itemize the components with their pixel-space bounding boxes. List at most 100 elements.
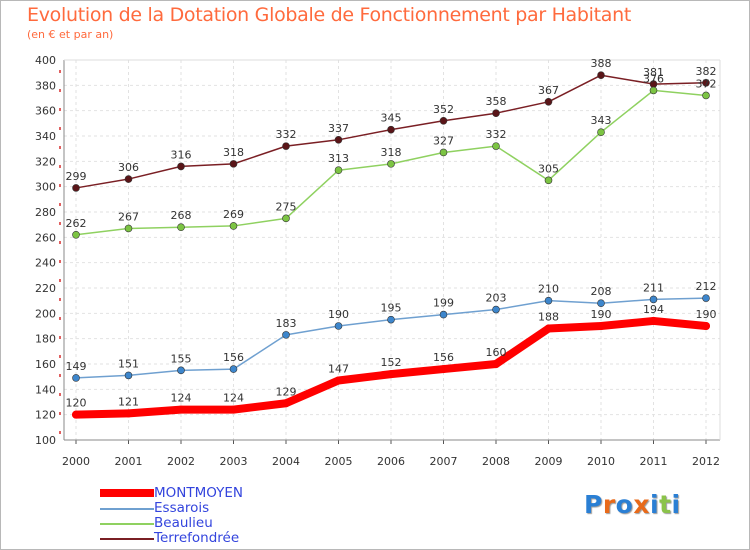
- point-terrefondre-2005: [334, 136, 343, 144]
- point-montmoyen-2003: [229, 405, 238, 414]
- proxiti-logo: Proxiti: [584, 490, 681, 519]
- data-label-beaulieu-2007: 327: [433, 134, 454, 147]
- point-essarois-2008: [492, 305, 500, 314]
- chart-title: Evolution de la Dotation Globale de Fonc…: [27, 4, 632, 26]
- x-tick-label-2000: 2000: [62, 455, 90, 468]
- data-label-beaulieu-2000: 262: [66, 217, 87, 230]
- logo-letter: i: [650, 490, 660, 519]
- y-tick-label-160: 160: [35, 358, 56, 371]
- y-tick-label-120: 120: [35, 409, 56, 422]
- point-montmoyen-2009: [544, 324, 553, 333]
- data-label-terrefondre-2010: 388: [591, 57, 612, 70]
- data-label-montmoyen-2000: 120: [66, 397, 87, 410]
- logo-letter: o: [615, 490, 634, 519]
- x-tick-label-2009: 2009: [535, 455, 563, 468]
- point-essarois-2001: [124, 371, 133, 380]
- data-label-montmoyen-2012: 190: [696, 308, 717, 321]
- data-label-terrefondre-2001: 306: [118, 161, 139, 174]
- data-label-terrefondre-2005: 337: [328, 122, 349, 135]
- point-beaulieu-2006: [387, 160, 395, 168]
- point-beaulieu-2004: [282, 214, 290, 223]
- point-terrefondre-2006: [387, 125, 395, 134]
- data-label-beaulieu-2008: 332: [486, 128, 507, 141]
- point-montmoyen-2012: [702, 322, 710, 330]
- point-montmoyen-2007: [439, 365, 448, 374]
- point-essarois-2002: [177, 366, 185, 375]
- point-montmoyen-2006: [387, 370, 395, 379]
- y-tick-label-100: 100: [35, 434, 56, 447]
- data-label-montmoyen-2008: 160: [486, 346, 507, 359]
- x-tick-label-2001: 2001: [115, 455, 143, 468]
- point-essarois-2007: [439, 310, 448, 319]
- data-label-montmoyen-2005: 147: [328, 362, 349, 375]
- data-label-montmoyen-2010: 190: [591, 308, 612, 321]
- point-terrefondre-2009: [544, 98, 553, 106]
- data-label-terrefondre-2003: 318: [223, 146, 244, 159]
- point-beaulieu-2009: [544, 176, 553, 185]
- data-label-beaulieu-2003: 269: [223, 208, 244, 221]
- point-montmoyen-2004: [282, 399, 290, 408]
- logo-letter: t: [659, 490, 672, 519]
- data-label-montmoyen-2011: 194: [643, 303, 664, 316]
- logo-letter: i: [671, 490, 681, 519]
- data-label-beaulieu-2001: 267: [118, 210, 139, 223]
- data-label-montmoyen-2006: 152: [381, 356, 402, 369]
- data-label-essarois-2011: 211: [643, 281, 664, 294]
- data-label-montmoyen-2009: 188: [538, 311, 559, 324]
- data-label-terrefondre-2008: 358: [486, 95, 507, 108]
- y-tick-label-140: 140: [35, 383, 56, 396]
- legend-swatch-beaulieu: [100, 523, 154, 525]
- data-label-essarois-2012: 212: [696, 280, 717, 293]
- x-tick-label-2002: 2002: [167, 455, 195, 468]
- y-tick-label-340: 340: [35, 130, 56, 143]
- point-essarois-2012: [702, 294, 710, 302]
- data-label-essarois-2001: 151: [118, 357, 139, 370]
- legend-label-montmoyen: MONTMOYEN: [154, 485, 244, 501]
- point-terrefondre-2004: [282, 142, 290, 150]
- legend-swatch-terrefondree: [100, 538, 154, 540]
- data-label-beaulieu-2004: 275: [276, 200, 297, 213]
- data-label-terrefondre-2002: 316: [171, 148, 192, 161]
- point-beaulieu-2005: [334, 166, 343, 174]
- logo-letter: x: [633, 490, 650, 519]
- point-terrefondre-2010: [597, 71, 605, 79]
- data-label-terrefondre-2007: 352: [433, 103, 454, 116]
- x-tick-label-2004: 2004: [272, 455, 300, 468]
- point-montmoyen-2011: [649, 316, 658, 325]
- data-label-beaulieu-2011: 376: [643, 72, 664, 85]
- data-label-essarois-2003: 156: [223, 351, 244, 364]
- x-tick-label-2011: 2011: [640, 455, 668, 468]
- data-label-terrefondre-2011: 381: [643, 66, 664, 79]
- data-label-essarois-2009: 210: [538, 283, 559, 296]
- y-tick-label-180: 180: [35, 333, 56, 346]
- point-beaulieu-2002: [177, 223, 185, 231]
- y-tick-label-200: 200: [35, 307, 56, 320]
- legend-label-terrefondree: Terrefondrée: [154, 530, 240, 546]
- legend-label-essarois: Essarois: [154, 500, 210, 516]
- point-essarois-2010: [597, 299, 605, 308]
- data-label-essarois-2008: 203: [486, 292, 507, 305]
- x-tick-label-2008: 2008: [482, 455, 510, 468]
- y-tick-label-380: 380: [35, 79, 56, 92]
- data-label-essarois-2007: 199: [433, 297, 454, 310]
- data-label-terrefondre-2000: 299: [66, 170, 87, 183]
- legend-swatch-montmoyen: [100, 489, 154, 497]
- data-label-beaulieu-2012: 372: [696, 77, 717, 90]
- data-label-terrefondre-2009: 367: [538, 84, 559, 97]
- data-label-beaulieu-2005: 313: [328, 152, 349, 165]
- y-tick-label-320: 320: [35, 155, 56, 168]
- y-tick-label-400: 400: [35, 54, 56, 67]
- y-tick-label-280: 280: [35, 206, 56, 219]
- y-tick-label-260: 260: [35, 231, 56, 244]
- x-tick-label-2012: 2012: [692, 455, 720, 468]
- point-beaulieu-2001: [124, 224, 133, 233]
- x-tick-label-2005: 2005: [325, 455, 353, 468]
- data-label-essarois-2005: 190: [328, 308, 349, 321]
- point-beaulieu-2010: [597, 128, 605, 136]
- point-beaulieu-2007: [439, 148, 448, 157]
- data-label-beaulieu-2002: 268: [171, 209, 192, 222]
- point-terrefondre-2007: [439, 117, 448, 125]
- point-terrefondre-2008: [492, 109, 500, 117]
- point-terrefondre-2003: [229, 160, 238, 168]
- data-label-essarois-2000: 149: [66, 360, 87, 373]
